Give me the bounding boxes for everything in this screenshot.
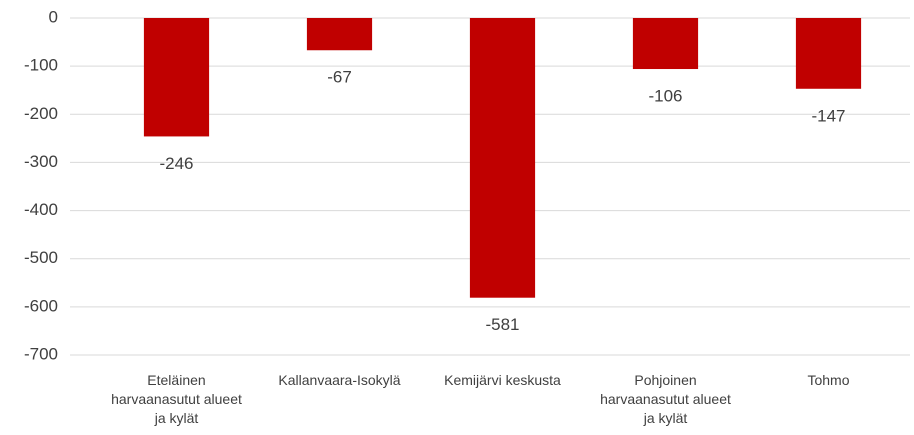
y-tick-label: -400	[24, 200, 58, 219]
x-tick-label: Eteläinen harvaanasutut alueet ja kylät	[111, 372, 242, 426]
y-tick-label: -600	[24, 296, 58, 315]
y-tick-label: -100	[24, 56, 58, 75]
bar	[795, 18, 862, 89]
data-label: -147	[811, 106, 845, 125]
y-tick-label: -500	[24, 248, 58, 267]
y-tick-label: -200	[24, 104, 58, 123]
x-tick-label: Pohjoinen harvaanasutut alueet ja kylät	[600, 372, 731, 426]
bar	[469, 18, 536, 298]
data-label: -581	[485, 315, 519, 334]
y-tick-label: -300	[24, 152, 58, 171]
bar	[306, 18, 373, 51]
data-label: -246	[159, 154, 193, 173]
y-tick-label: 0	[49, 7, 58, 26]
x-tick-label: Kemijärvi keskusta	[444, 372, 561, 388]
data-label: -106	[648, 87, 682, 106]
x-tick-label: Tohmo	[807, 372, 850, 388]
y-tick-label: -700	[24, 344, 58, 363]
data-label: -67	[327, 68, 352, 87]
x-tick-label: Kallanvaara-Isokylä	[278, 372, 401, 388]
bar	[143, 18, 210, 137]
bar	[632, 18, 699, 70]
